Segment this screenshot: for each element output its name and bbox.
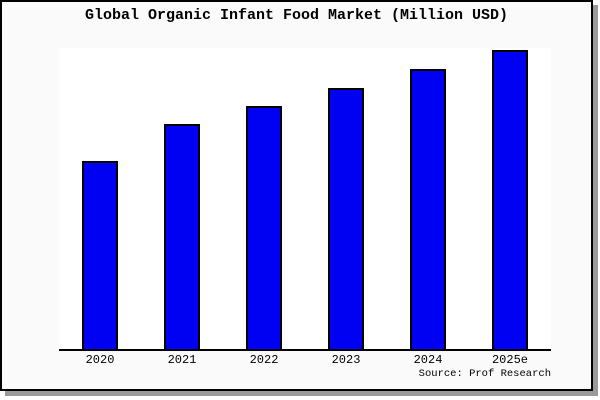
bar-2024 [410, 68, 446, 349]
x-axis-tick-labels: 2020 2021 2022 2023 2024 2025e [59, 353, 551, 368]
x-tick-2023: 2023 [331, 353, 361, 367]
chart-card: Global Organic Infant Food Market (Milli… [0, 0, 593, 391]
source-credit: Source: Prof Research [418, 368, 551, 380]
chart-title: Global Organic Infant Food Market (Milli… [84, 7, 509, 24]
x-tick-2021: 2021 [167, 353, 197, 367]
bar-2020 [82, 160, 118, 349]
x-tick-2020: 2020 [85, 353, 115, 367]
bars-row [59, 48, 551, 349]
bar-2025e [492, 50, 528, 349]
plot-area [59, 48, 551, 351]
x-tick-2024: 2024 [413, 353, 443, 367]
x-tick-2022: 2022 [249, 353, 279, 367]
bar-2022 [246, 105, 282, 349]
bar-2023 [328, 87, 364, 349]
bar-2021 [164, 124, 200, 349]
x-tick-2025e: 2025e [491, 353, 528, 367]
